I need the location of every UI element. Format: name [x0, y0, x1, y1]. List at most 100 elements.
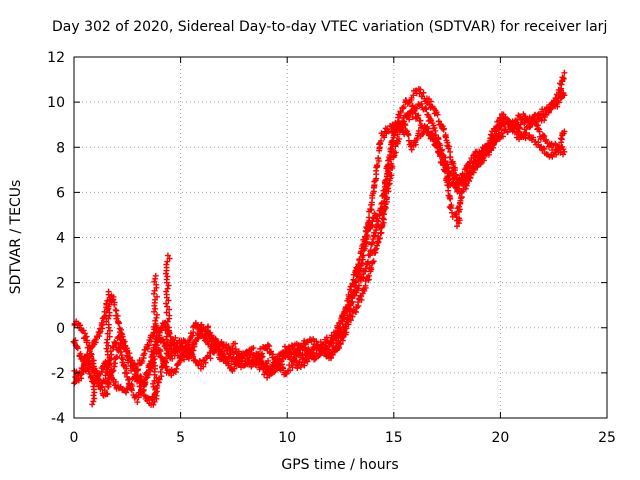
data-point-marker [86, 370, 93, 377]
data-point-marker [191, 341, 198, 348]
y-tick-label: -4 [51, 411, 65, 427]
data-point-marker [106, 360, 113, 367]
data-point-marker [389, 138, 396, 145]
data-point-marker [335, 343, 342, 350]
data-point-marker [387, 156, 394, 163]
data-point-marker [490, 133, 497, 140]
data-point-marker [445, 182, 452, 189]
data-point-marker [423, 106, 430, 113]
data-point-marker [364, 232, 371, 239]
data-point-marker [535, 139, 542, 146]
data-point-marker [385, 165, 392, 172]
data-point-marker [389, 146, 396, 153]
data-point-marker [103, 345, 110, 352]
data-point-marker [447, 148, 454, 155]
data-point-marker [126, 354, 133, 361]
data-point-marker [89, 401, 96, 408]
data-point-marker [400, 103, 407, 110]
data-point-marker [164, 330, 171, 337]
data-point-marker [163, 333, 170, 340]
data-point-marker [499, 133, 506, 140]
data-point-marker [504, 116, 511, 123]
data-point-marker [92, 377, 99, 384]
data-point-marker [444, 139, 451, 146]
data-point-marker [153, 338, 160, 345]
x-tick-label: 15 [385, 430, 403, 446]
data-point-marker [271, 362, 278, 369]
data-point-marker [90, 392, 97, 399]
data-point-marker [118, 352, 125, 359]
data-point-marker [434, 111, 441, 118]
data-point-marker [440, 125, 447, 132]
y-tick-label: 6 [56, 185, 65, 201]
data-point-marker [447, 154, 454, 161]
data-point-marker [202, 359, 209, 366]
data-point-marker [522, 130, 529, 137]
data-point-marker [485, 141, 492, 148]
data-point-marker [84, 351, 91, 358]
data-point-marker [141, 380, 148, 387]
data-point-marker [370, 258, 377, 265]
data-point-marker [151, 308, 158, 315]
data-point-marker [150, 290, 157, 297]
data-point-marker [526, 124, 533, 131]
data-point-marker [374, 162, 381, 169]
data-point-marker [350, 288, 357, 295]
data-point-marker [554, 103, 561, 110]
data-point-marker [549, 147, 556, 154]
data-point-marker [158, 354, 165, 361]
data-point-marker [255, 356, 262, 363]
data-point-marker [352, 309, 359, 316]
data-point-marker [146, 342, 153, 349]
data-point-marker [288, 350, 295, 357]
data-point-marker [158, 373, 165, 380]
x-tick-label: 25 [598, 430, 616, 446]
data-point-marker [381, 204, 388, 211]
data-point-marker [382, 186, 389, 193]
data-point-marker [383, 189, 390, 196]
data-point-marker [156, 376, 163, 383]
data-point-marker [442, 166, 449, 173]
data-point-marker [152, 305, 159, 312]
data-point-marker [541, 133, 548, 140]
data-point-marker [179, 352, 186, 359]
data-point-marker [370, 188, 377, 195]
data-point-marker [360, 252, 367, 259]
data-point-marker [84, 337, 91, 344]
data-point-marker [156, 346, 163, 353]
data-point-marker [139, 358, 146, 365]
data-point-marker [446, 143, 453, 150]
data-point-marker [474, 157, 481, 164]
data-point-marker [153, 326, 160, 333]
data-point-marker [150, 344, 157, 351]
data-point-marker [388, 139, 395, 146]
data-point-marker [195, 362, 202, 369]
data-point-marker [560, 75, 567, 82]
plot-area [70, 69, 568, 408]
data-point-marker [374, 218, 381, 225]
data-point-marker [130, 362, 137, 369]
data-point-marker [342, 323, 349, 330]
data-point-marker [81, 360, 88, 367]
data-point-marker [381, 199, 388, 206]
data-point-marker [165, 282, 172, 289]
data-point-marker [262, 361, 269, 368]
data-point-marker [561, 148, 568, 155]
data-point-marker [153, 374, 160, 381]
data-point-marker [258, 354, 265, 361]
x-tick-label: 5 [176, 430, 185, 446]
data-point-marker [259, 353, 266, 360]
data-point-marker [116, 319, 123, 326]
data-point-marker [273, 366, 280, 373]
data-point-marker [86, 348, 93, 355]
data-point-marker [105, 375, 112, 382]
data-point-marker [172, 334, 179, 341]
data-point-marker [278, 358, 285, 365]
data-point-marker [506, 117, 513, 124]
data-point-marker [467, 170, 474, 177]
data-point-marker [417, 86, 424, 93]
data-point-marker [171, 352, 178, 359]
data-point-marker [144, 394, 151, 401]
y-tick-label: 4 [56, 231, 65, 247]
